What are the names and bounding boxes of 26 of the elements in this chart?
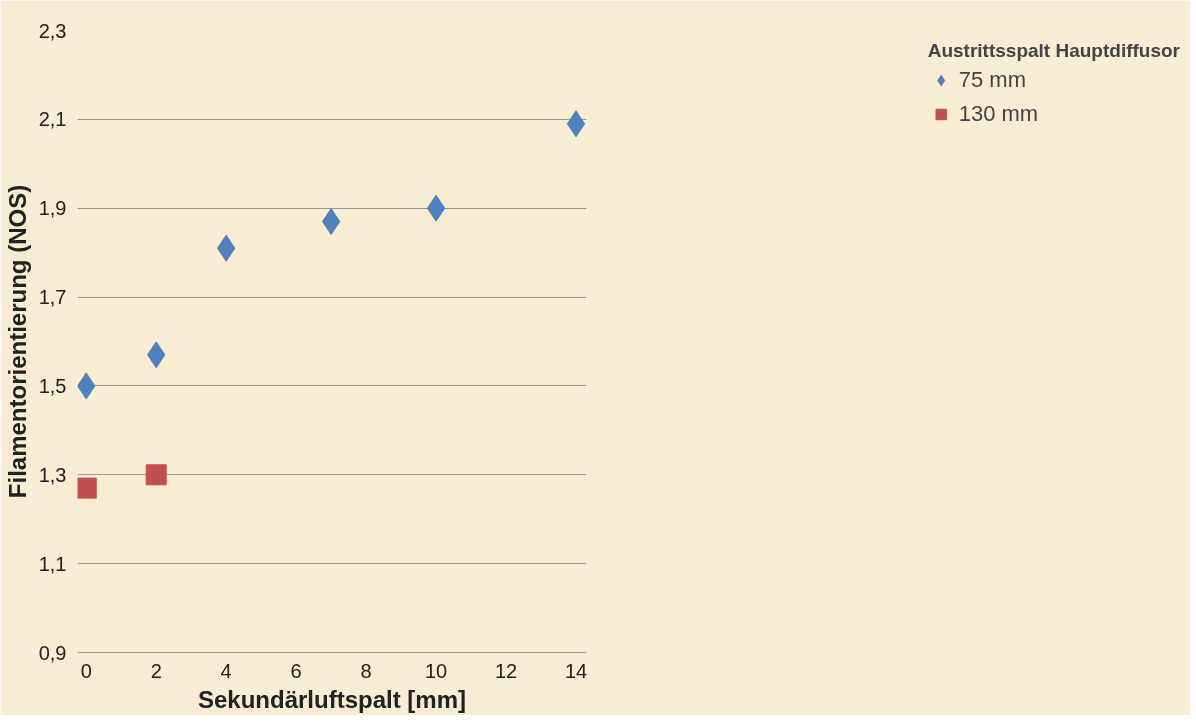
x-tick-label: 14 bbox=[564, 659, 588, 682]
point bbox=[145, 464, 167, 486]
y-tick-label: 2,3 bbox=[38, 19, 67, 42]
x-tick-label: 0 bbox=[80, 659, 92, 682]
y-tick-label: 0,9 bbox=[38, 641, 67, 664]
x-tick-label: 4 bbox=[220, 659, 232, 682]
x-tick-label: 12 bbox=[494, 659, 518, 682]
x-axis-title: Sekundärluftspalt [mm] bbox=[197, 685, 467, 713]
legend-title: Austrittsspalt Hauptdiffusor bbox=[927, 40, 1180, 62]
point bbox=[77, 477, 97, 499]
y-axis-title: Filamentorientierung (NOS) bbox=[3, 184, 31, 499]
x-tick-label: 10 bbox=[424, 659, 448, 682]
y-tick-label: 1,1 bbox=[38, 552, 67, 575]
point bbox=[566, 110, 586, 138]
y-tick-label: 1,5 bbox=[38, 374, 67, 397]
x-tick-label: 8 bbox=[360, 659, 372, 682]
y-tick-label: 2,1 bbox=[38, 108, 67, 131]
point bbox=[321, 208, 341, 236]
y-tick-label: 1,3 bbox=[38, 463, 67, 486]
legend-label: 130 mm bbox=[958, 101, 1039, 127]
y-tick-label: 1,7 bbox=[38, 286, 67, 309]
legend-label: 75 mm bbox=[958, 67, 1026, 93]
y-tick-label: 1,9 bbox=[38, 197, 67, 220]
x-tick-label: 6 bbox=[290, 659, 302, 682]
point bbox=[426, 194, 446, 222]
x-tick-label: 2 bbox=[150, 659, 162, 682]
